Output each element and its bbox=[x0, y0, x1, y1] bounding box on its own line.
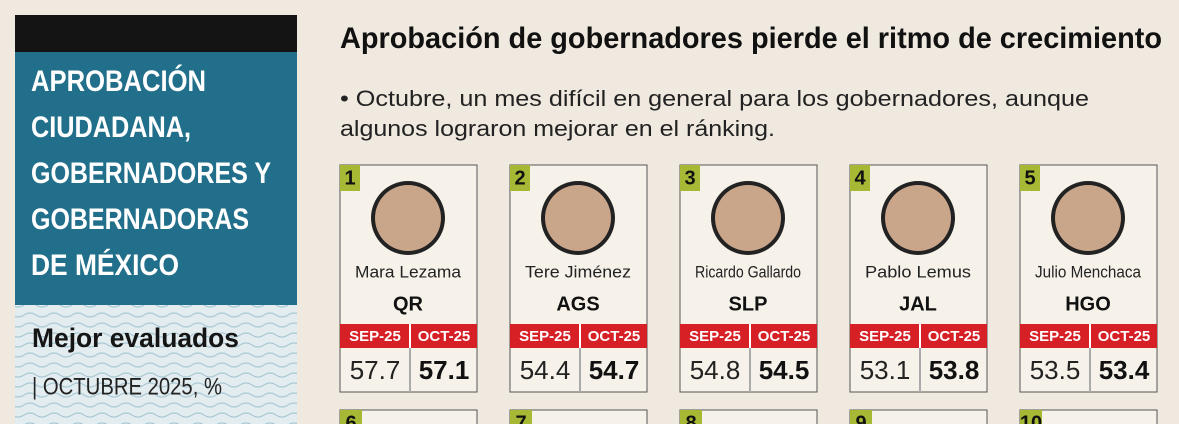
header-row bbox=[510, 324, 647, 348]
header-row bbox=[340, 324, 477, 348]
sidebar-subtitle: Mejor evaluados bbox=[32, 323, 239, 353]
card: 1 Mara Lezama QR SEP-25 OCT-25 57.7 57.1 bbox=[339, 164, 478, 393]
sep-value: 53.1 bbox=[860, 355, 911, 385]
oct-value: 53.4 bbox=[1099, 355, 1150, 385]
col-label: SEP-25 bbox=[689, 328, 741, 345]
rank: 9 bbox=[855, 412, 866, 424]
col-label: OCT-25 bbox=[758, 328, 811, 345]
name: Mara Lezama bbox=[355, 262, 462, 281]
rank-badge bbox=[680, 165, 700, 191]
sidebar-bar bbox=[15, 15, 297, 52]
sidebar-pattern bbox=[15, 305, 297, 424]
sidebar-box bbox=[15, 52, 297, 305]
rank-badge bbox=[1020, 410, 1042, 424]
main-title: Aprobación de gobernadores pierde el rit… bbox=[340, 22, 1162, 55]
state: HGO bbox=[1065, 293, 1111, 315]
sidebar-header-line: GOBERNADORAS bbox=[31, 203, 249, 236]
name: Ricardo Gallardo bbox=[695, 262, 801, 281]
sep-value: 54.4 bbox=[520, 355, 571, 385]
col-label: OCT-25 bbox=[418, 328, 471, 345]
photo bbox=[375, 185, 441, 251]
rank-badge bbox=[850, 165, 870, 191]
rank-badge bbox=[1020, 165, 1040, 191]
oct-value: 57.1 bbox=[419, 355, 470, 385]
header-row bbox=[680, 324, 817, 348]
sidebar-header-line: GOBERNADORES Y bbox=[31, 157, 271, 190]
bullet-text: algunos lograron mejorar en el ránking. bbox=[340, 116, 775, 141]
cards: 1 Mara Lezama QR SEP-25 OCT-25 57.7 57.1 2 Tere … bbox=[339, 164, 1158, 424]
rank: 10 bbox=[1020, 412, 1042, 424]
rank-badge bbox=[340, 410, 362, 424]
col-label: SEP-25 bbox=[1029, 328, 1081, 345]
card: 4 Pablo Lemus JAL SEP-25 OCT-25 53.1 53.8 bbox=[849, 164, 988, 393]
rank: 4 bbox=[854, 167, 866, 189]
state: JAL bbox=[899, 293, 937, 315]
sidebar-header-line: APROBACIÓN bbox=[31, 64, 206, 98]
col-label: OCT-25 bbox=[1098, 328, 1151, 345]
oct-value: 54.7 bbox=[589, 355, 640, 385]
name: Julio Menchaca bbox=[1035, 262, 1141, 281]
sep-value: 57.7 bbox=[350, 355, 401, 385]
rank: 6 bbox=[345, 412, 356, 424]
name: Tere Jiménez bbox=[525, 262, 631, 281]
col-label: SEP-25 bbox=[519, 328, 571, 345]
col-label: SEP-25 bbox=[859, 328, 911, 345]
sidebar-period: | OCTUBRE 2025, % bbox=[32, 373, 222, 400]
header-row bbox=[850, 324, 987, 348]
bullet-text: • Octubre, un mes difícil en general par… bbox=[340, 86, 1089, 111]
state: QR bbox=[393, 293, 424, 315]
rank-badge bbox=[680, 410, 702, 424]
rank: 3 bbox=[684, 167, 695, 189]
rank: 2 bbox=[514, 167, 525, 189]
rank-badge bbox=[340, 165, 360, 191]
photo bbox=[715, 185, 781, 251]
sidebar-header-line: DE MÉXICO bbox=[31, 248, 179, 282]
sep-value: 53.5 bbox=[1030, 355, 1081, 385]
rank: 7 bbox=[515, 412, 526, 424]
card: 5 Julio Menchaca HGO SEP-25 OCT-25 53.5 53.4 bbox=[1019, 164, 1158, 393]
state: SLP bbox=[729, 293, 768, 315]
header-row bbox=[1020, 324, 1157, 348]
card: 3 Ricardo Gallardo SLP SEP-25 OCT-25 54.8 54.5 bbox=[679, 164, 818, 393]
oct-value: 54.5 bbox=[759, 355, 810, 385]
sep-value: 54.8 bbox=[690, 355, 741, 385]
rank: 1 bbox=[344, 167, 355, 189]
photo bbox=[1055, 185, 1121, 251]
photo bbox=[885, 185, 951, 251]
sidebar-text: APROBACIÓN CIUDADANA, GOBERNADORES Y GOBERN… bbox=[31, 64, 271, 282]
name: Pablo Lemus bbox=[865, 262, 971, 281]
oct-value: 53.8 bbox=[929, 355, 980, 385]
card: 2 Tere Jiménez AGS SEP-25 OCT-25 54.4 54.7 bbox=[509, 164, 648, 393]
rank-badge bbox=[850, 410, 872, 424]
rank-badge bbox=[510, 410, 532, 424]
photo bbox=[545, 185, 611, 251]
rank: 5 bbox=[1024, 167, 1035, 189]
rank: 8 bbox=[685, 412, 696, 424]
sidebar-header-line: CIUDADANA, bbox=[31, 111, 191, 144]
state: AGS bbox=[556, 293, 599, 315]
rank-badge bbox=[510, 165, 530, 191]
col-label: OCT-25 bbox=[928, 328, 981, 345]
col-label: SEP-25 bbox=[349, 328, 401, 345]
col-label: OCT-25 bbox=[588, 328, 641, 345]
